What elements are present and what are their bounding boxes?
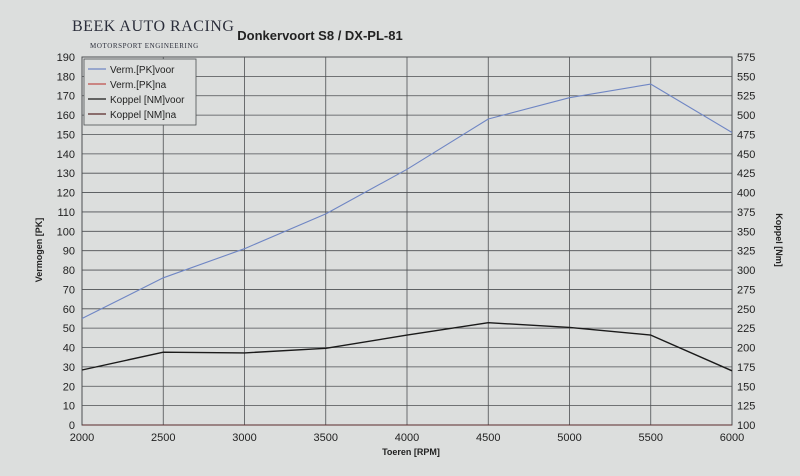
x-tick-label: 6000	[720, 432, 744, 444]
x-axis-label: Toeren [RPM]	[382, 447, 440, 457]
legend-box	[83, 58, 197, 126]
x-tick-label: 3500	[314, 432, 338, 444]
right-tick-label: 475	[737, 129, 755, 141]
left-axis-ticks: 0 10 20 30 40 50 60 70 80 90 100 110 120 130 140 150 160…	[57, 52, 75, 432]
right-tick-label: 100	[737, 420, 755, 432]
x-tick-label: 5000	[557, 432, 581, 444]
right-tick-label: 550	[737, 71, 755, 83]
right-tick-label: 150	[737, 381, 755, 393]
right-tick-label: 375	[737, 207, 755, 219]
left-tick-label: 90	[63, 246, 75, 258]
right-tick-label: 250	[737, 304, 755, 316]
left-tick-label: 10	[63, 401, 75, 413]
right-tick-label: 200	[737, 343, 755, 355]
left-tick-label: 140	[57, 149, 75, 161]
legend: Verm.[PK]voor Verm.[PK]na Koppel [NM]voor K…	[83, 58, 197, 126]
legend-label: Verm.[PK]voor	[110, 65, 175, 76]
right-tick-label: 525	[737, 91, 755, 103]
series-line-3	[81, 322, 733, 372]
left-tick-label: 30	[63, 362, 75, 374]
left-tick-label: 110	[57, 207, 75, 219]
legend-label: Koppel [NM]voor	[110, 95, 185, 106]
left-tick-label: 60	[63, 304, 75, 316]
y-axis-left-label: Vermogen [PK]	[34, 218, 44, 283]
right-tick-label: 350	[737, 226, 755, 238]
right-tick-label: 125	[737, 401, 755, 413]
brand-logo: BEEK AUTO RACING MOTORSPORT ENGINEERING	[72, 18, 234, 50]
left-tick-label: 40	[63, 343, 75, 355]
series-lines	[81, 83, 733, 426]
right-tick-label: 400	[737, 188, 755, 200]
right-tick-label: 575	[737, 52, 755, 64]
x-tick-label: 4500	[476, 432, 500, 444]
y-axis-right-label: Koppel [Nm]	[774, 213, 784, 267]
legend-label: Verm.[PK]na	[110, 80, 167, 91]
left-tick-label: 100	[57, 226, 75, 238]
right-tick-label: 175	[737, 362, 755, 374]
right-tick-label: 425	[737, 168, 755, 180]
x-axis-ticks: 2000 2500 3000 3500 4000 4500 5000 5500 6000	[70, 432, 744, 444]
left-tick-label: 70	[63, 284, 75, 296]
right-tick-label: 450	[737, 149, 755, 161]
left-tick-label: 120	[57, 188, 75, 200]
right-tick-label: 300	[737, 265, 755, 277]
brand-tagline: MOTORSPORT ENGINEERING	[90, 42, 199, 50]
left-tick-label: 180	[57, 71, 75, 83]
left-tick-label: 160	[57, 110, 75, 122]
left-tick-label: 50	[63, 323, 75, 335]
legend-label: Koppel [NM]na	[110, 110, 177, 121]
right-tick-label: 225	[737, 323, 755, 335]
right-tick-label: 275	[737, 284, 755, 296]
series-line-1	[81, 83, 733, 319]
right-tick-label: 500	[737, 110, 755, 122]
left-tick-label: 150	[57, 129, 75, 141]
x-tick-label: 3000	[232, 432, 256, 444]
x-tick-label: 2000	[70, 432, 94, 444]
left-tick-label: 130	[57, 168, 75, 180]
right-tick-label: 325	[737, 246, 755, 258]
brand-name: BEEK AUTO RACING	[72, 18, 234, 35]
x-tick-label: 5500	[639, 432, 663, 444]
left-tick-label: 190	[57, 52, 75, 64]
right-axis-ticks: 100 125 150 175 200 225 250 275 300 325 350 375 400 4…	[737, 52, 755, 432]
left-tick-label: 20	[63, 381, 75, 393]
left-tick-label: 170	[57, 91, 75, 103]
left-tick-label: 0	[69, 420, 75, 432]
chart-title: Donkervoort S8 / DX-PL-81	[237, 28, 402, 43]
left-tick-label: 80	[63, 265, 75, 277]
x-tick-label: 2500	[151, 432, 175, 444]
x-tick-label: 4000	[395, 432, 419, 444]
